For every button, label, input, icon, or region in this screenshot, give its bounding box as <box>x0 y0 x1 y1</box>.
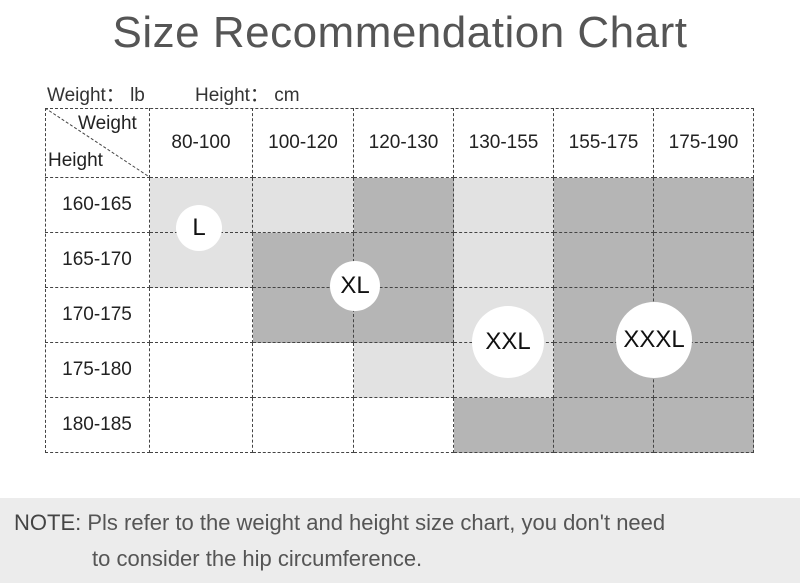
size-cell <box>253 178 354 233</box>
corner-weight-label: Weight <box>78 113 137 134</box>
weight-header-cell: 130-155 <box>454 108 554 178</box>
size-cell <box>654 398 754 453</box>
note-banner: NOTE: Pls refer to the weight and height… <box>0 498 800 583</box>
table-top-border <box>45 108 754 109</box>
size-cell <box>150 343 253 398</box>
height-header-cell: 180-185 <box>45 398 150 453</box>
height-header-cell: 160-165 <box>45 178 150 233</box>
weight-range-label: 130-155 <box>468 131 539 153</box>
size-badge-xxxl: XXXL <box>616 302 692 378</box>
height-range-label: 160-165 <box>62 194 132 215</box>
corner-diagonal <box>45 108 151 178</box>
page-title: Size Recommendation Chart <box>112 8 688 57</box>
size-badge-xxl: XXL <box>472 306 544 378</box>
weight-header-cell: 100-120 <box>253 108 354 178</box>
note-line-2: to consider the hip circumference. <box>92 546 423 571</box>
size-cell <box>354 178 454 233</box>
weight-header-cell: 175-190 <box>654 108 754 178</box>
height-header-cell: 165-170 <box>45 233 150 288</box>
size-cell <box>253 343 354 398</box>
note-label: NOTE: <box>14 510 82 535</box>
size-badge-xl: XL <box>330 261 380 311</box>
weight-range-label: 80-100 <box>171 131 231 153</box>
size-cell <box>253 398 354 453</box>
size-cell <box>150 398 253 453</box>
size-cell <box>554 178 654 233</box>
size-cell <box>150 288 253 343</box>
height-range-label: 170-175 <box>62 304 132 325</box>
height-range-label: 165-170 <box>62 249 132 270</box>
height-header-cell: 170-175 <box>45 288 150 343</box>
weight-range-label: 175-190 <box>668 131 739 153</box>
size-cell <box>454 178 554 233</box>
height-header-cell: 175-180 <box>45 343 150 398</box>
size-cell <box>454 398 554 453</box>
weight-range-label: 120-130 <box>368 131 439 153</box>
note-line-1: Pls refer to the weight and height size … <box>87 510 666 535</box>
weight-header-cell: 80-100 <box>150 108 253 178</box>
weight-header-cell: 155-175 <box>554 108 654 178</box>
height-range-label: 180-185 <box>62 414 132 435</box>
table-left-border <box>45 108 46 453</box>
size-cell <box>554 398 654 453</box>
weight-range-label: 155-175 <box>568 131 639 153</box>
size-cell <box>654 178 754 233</box>
weight-unit-label: Weight： lb <box>47 85 145 106</box>
weight-range-label: 100-120 <box>268 131 338 153</box>
size-cell <box>454 233 554 288</box>
corner-height-label: Height <box>48 150 103 171</box>
size-cell <box>354 398 454 453</box>
size-cell <box>354 343 454 398</box>
weight-header-cell: 120-130 <box>354 108 454 178</box>
size-badge-l: L <box>176 205 222 251</box>
height-unit-label: Height： cm <box>195 85 300 106</box>
height-range-label: 175-180 <box>62 359 132 380</box>
size-cell <box>654 233 754 288</box>
size-cell <box>554 233 654 288</box>
